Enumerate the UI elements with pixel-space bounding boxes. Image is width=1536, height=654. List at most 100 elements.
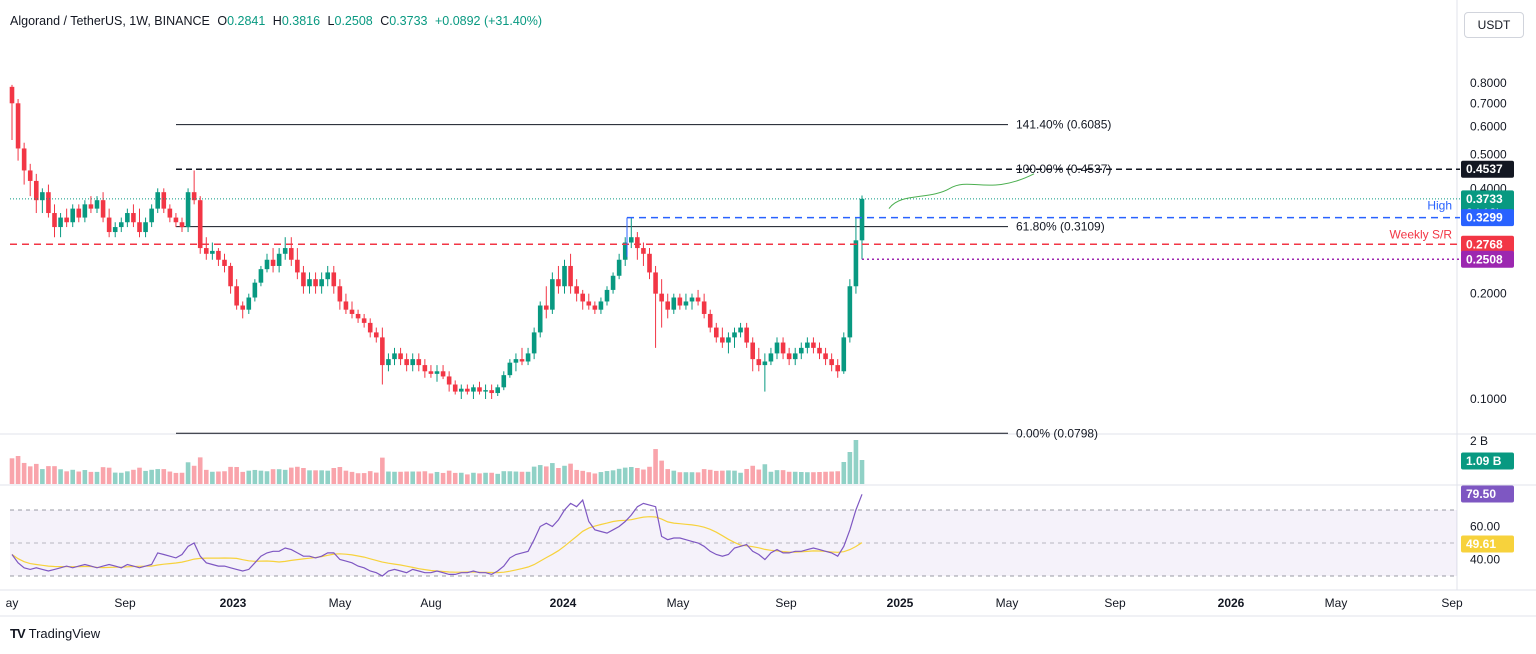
candle-body (841, 337, 847, 372)
open-value: 0.2841 (227, 14, 266, 28)
volume-bar (307, 470, 312, 484)
volume-bar (21, 462, 27, 484)
volume-bar (762, 464, 768, 484)
volume-bar (416, 471, 422, 484)
candle-body (677, 297, 683, 306)
volume-bar (531, 466, 537, 484)
volume-bar (859, 460, 865, 484)
volume-bar (203, 469, 209, 484)
candle-body (556, 279, 561, 287)
candle-body (52, 213, 57, 228)
candle-body (307, 279, 312, 287)
candle-body (355, 313, 361, 319)
volume-bar (550, 463, 555, 484)
volume-bar (568, 463, 573, 484)
volume-bar (88, 471, 94, 484)
candle-body (750, 342, 756, 360)
volume-bar (282, 469, 288, 484)
volume-bar (683, 472, 689, 484)
time-tick-label: May (329, 596, 352, 610)
candle-body (240, 305, 246, 310)
volume-bar (319, 470, 324, 484)
currency-button[interactable]: USDT (1464, 12, 1524, 38)
time-tick-label: Sep (114, 596, 136, 610)
tradingview-logo[interactable]: TV TradingView (10, 626, 100, 641)
volume-bar (373, 472, 379, 484)
candle-body (458, 388, 464, 392)
candle-body (519, 359, 525, 362)
candle-body (82, 204, 88, 218)
candle-body (106, 217, 112, 233)
volume-bar (52, 466, 57, 484)
volume-bar (574, 469, 579, 484)
volume-bar (811, 472, 816, 484)
candle-body (805, 342, 810, 348)
symbol-title[interactable]: Algorand / TetherUS, 1W, BINANCE (10, 14, 210, 28)
volume-bar (610, 470, 616, 484)
weekly-sr-annotation: Weekly S/R (1390, 227, 1453, 241)
candle-body (713, 327, 719, 338)
open-label: O (217, 14, 228, 28)
candle-body (404, 359, 409, 366)
volume-bar (264, 471, 270, 484)
candle-body (495, 387, 501, 394)
volume-bar (635, 468, 640, 484)
grid (0, 0, 1536, 617)
fib-label: 61.80% (0.3109) (1016, 220, 1105, 234)
candle-body (301, 272, 306, 287)
candle-body (252, 282, 258, 298)
volume-bar (756, 469, 762, 484)
candle-body (9, 86, 15, 104)
candle-body (604, 289, 610, 302)
volume-bar (197, 457, 203, 484)
volume-bar (556, 468, 561, 484)
volume-bar (628, 467, 634, 484)
candle-body (343, 301, 349, 310)
candle-body (203, 248, 209, 254)
candle-body (574, 286, 579, 294)
volume-bar (173, 472, 179, 484)
volume-bar (9, 458, 15, 484)
time-tick-label: Sep (1104, 596, 1126, 610)
candle-body (823, 353, 828, 360)
rsi-pane (10, 494, 1457, 577)
volume-bar (853, 440, 859, 484)
candle-body (276, 253, 282, 266)
price-tag-bg (1461, 209, 1514, 227)
volume-bar (252, 469, 258, 484)
volume-bar (659, 460, 664, 484)
volume-bar (325, 470, 331, 484)
volume-bar (823, 471, 828, 484)
candle-body (738, 327, 743, 333)
candle-body (701, 301, 707, 314)
volume-bar (780, 470, 786, 484)
volume-bar (191, 465, 197, 484)
volume-bar (179, 472, 185, 484)
candle-body (525, 353, 531, 362)
volume-bar (15, 456, 21, 484)
volume-bar (137, 467, 142, 484)
candle-body (325, 272, 331, 280)
candle-body (33, 180, 39, 201)
candle-body (440, 371, 446, 377)
candle-body (76, 208, 82, 218)
candle-body (46, 192, 51, 214)
candle-body (622, 242, 628, 260)
candle-body (726, 337, 731, 343)
volume-bar (483, 472, 488, 484)
volume-bar (835, 471, 841, 484)
time-tick-label: 2024 (550, 596, 577, 610)
candle-body (380, 337, 385, 366)
volume-bar (149, 469, 154, 484)
price-tag: 0.3299 (1466, 211, 1503, 225)
volume-bar (337, 467, 343, 484)
volume-bar (726, 470, 731, 484)
candle-body (695, 297, 701, 302)
price-tag: 0.4537 (1466, 162, 1503, 176)
brand-label: TradingView (28, 626, 101, 641)
volume-bar (798, 472, 804, 484)
volume-bar (774, 470, 780, 484)
candle-body (768, 353, 774, 362)
volume-bar (580, 470, 586, 484)
